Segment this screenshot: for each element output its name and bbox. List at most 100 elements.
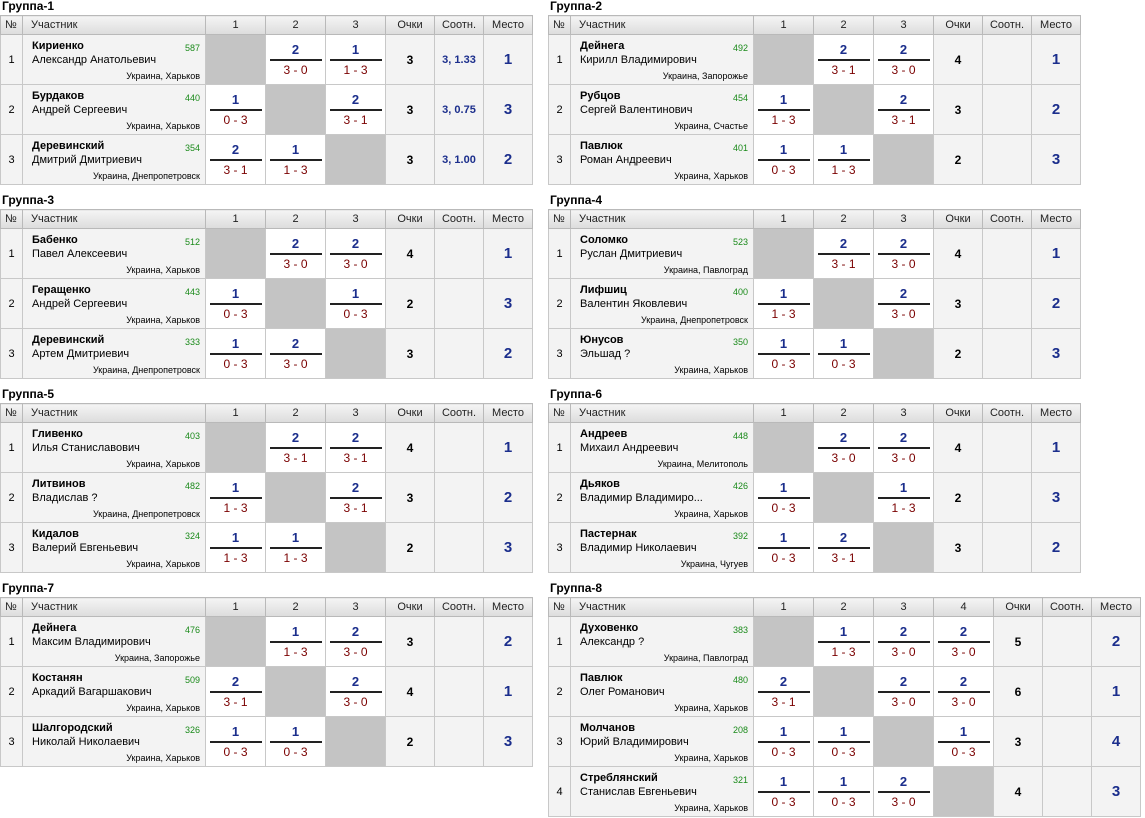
participant-cell: Бурдаков Андрей Сергеевич 440 Украина, Харь… <box>22 84 206 135</box>
points-cell: 2 <box>933 134 983 185</box>
participant-cell: Деревинский Артем Дмитриевич 333 Украина, Д… <box>22 328 206 379</box>
player-surname[interactable]: Юнусов <box>580 334 624 346</box>
player-surname[interactable]: Павлюк <box>580 672 623 684</box>
points-cell: 3 <box>933 278 983 329</box>
player-surname[interactable]: Дьяков <box>580 478 620 490</box>
match-score: 0 - 3 <box>283 744 308 759</box>
table-row: 3 Деревинский Артем Дмитриевич 333 Украина, … <box>0 328 533 379</box>
player-name: Олег Романович <box>580 686 665 698</box>
ratio-cell: 3, 1.33 <box>434 34 484 85</box>
player-surname[interactable]: Лифшиц <box>580 284 627 296</box>
player-surname[interactable]: Духовенко <box>580 622 639 634</box>
player-surname[interactable]: Соломко <box>580 234 629 246</box>
match-score: 3 - 0 <box>891 450 916 465</box>
player-name: Кирилл Владимирович <box>580 54 697 66</box>
match-points: 2 <box>899 429 908 445</box>
match-points: 1 <box>351 285 360 301</box>
player-surname[interactable]: Дейнега <box>580 40 625 52</box>
player-surname[interactable]: Геращенко <box>32 284 91 296</box>
self-cell <box>325 328 386 379</box>
player-name: Владимир Николаевич <box>580 542 697 554</box>
table-row: 3 Павлюк Роман Андреевич 401 Украина, Харько… <box>548 134 1081 185</box>
match-score: 0 - 3 <box>343 306 368 321</box>
result-divider <box>817 58 870 61</box>
player-surname[interactable]: Андреев <box>580 428 628 440</box>
match-points: 1 <box>291 623 300 639</box>
player-number: 2 <box>0 666 23 717</box>
place-cell: 2 <box>483 328 533 379</box>
match-points: 1 <box>779 285 788 301</box>
player-surname[interactable]: Костанян <box>32 672 83 684</box>
player-rating: 321 <box>732 775 748 785</box>
match-score: 1 - 3 <box>283 550 308 565</box>
place-cell: 2 <box>1031 84 1081 135</box>
player-surname[interactable]: Гливенко <box>32 428 83 440</box>
match-points: 1 <box>839 335 848 351</box>
match-points: 1 <box>779 141 788 157</box>
self-cell <box>325 134 386 185</box>
player-name: Юрий Владимирович <box>580 736 689 748</box>
result-divider <box>757 790 810 793</box>
self-cell <box>205 34 266 85</box>
result-divider <box>209 546 262 549</box>
player-surname[interactable]: Дейнега <box>32 622 77 634</box>
player-surname[interactable]: Павлюк <box>580 140 623 152</box>
result-divider <box>817 640 870 643</box>
table-row: 2 Бурдаков Андрей Сергеевич 440 Украина, Хар… <box>0 84 533 135</box>
match-result: 2 3 - 0 <box>933 666 994 717</box>
player-surname[interactable]: Деревинский <box>32 140 105 152</box>
match-score: 3 - 0 <box>891 306 916 321</box>
player-surname[interactable]: Стреблянский <box>580 772 658 784</box>
match-result: 1 1 - 3 <box>205 472 266 523</box>
self-cell <box>753 422 814 473</box>
player-surname[interactable]: Молчанов <box>580 722 635 734</box>
participant-cell: Костанян Аркадий Вагаршакович 509 Украина, … <box>22 666 206 717</box>
match-result: 2 3 - 1 <box>205 134 266 185</box>
place-cell: 2 <box>1031 278 1081 329</box>
match-points: 2 <box>351 429 360 445</box>
player-surname[interactable]: Бурдаков <box>32 90 85 102</box>
points-cell: 3 <box>993 716 1043 767</box>
match-points: 1 <box>779 529 788 545</box>
match-result: 2 3 - 0 <box>873 766 934 817</box>
points-cell: 3 <box>385 34 435 85</box>
player-number: 3 <box>0 716 23 767</box>
player-surname[interactable]: Шалгородский <box>32 722 113 734</box>
match-points: 2 <box>351 479 360 495</box>
match-score: 3 - 0 <box>343 644 368 659</box>
match-result: 2 3 - 0 <box>873 34 934 85</box>
table-row: 2 Геращенко Андрей Сергеевич 443 Украина, Ха… <box>0 278 533 329</box>
participant-cell: Павлюк Олег Романович 480 Украина, Харьков <box>570 666 754 717</box>
table-row: 1 Андреев Михаил Андреевич 448 Украина, Мели… <box>548 422 1081 473</box>
match-points: 1 <box>231 529 240 545</box>
header-opponent: 2 <box>265 15 326 35</box>
player-surname[interactable]: Литвинов <box>32 478 86 490</box>
header-points: Очки <box>385 403 435 423</box>
table-row: 4 Стреблянский Станислав Евгеньевич 321 Укра… <box>548 766 1141 817</box>
result-divider <box>817 158 870 161</box>
player-city: Украина, Днепропетровск <box>92 171 200 181</box>
player-surname[interactable]: Пастернак <box>580 528 637 540</box>
match-result: 2 3 - 0 <box>873 616 934 667</box>
match-result: 2 3 - 0 <box>873 228 934 279</box>
player-surname[interactable]: Рубцов <box>580 90 621 102</box>
participant-cell: Молчанов Юрий Владимирович 208 Украина, Хар… <box>570 716 754 767</box>
match-result: 2 3 - 0 <box>813 422 874 473</box>
match-result: 1 1 - 3 <box>265 616 326 667</box>
player-surname[interactable]: Кидалов <box>32 528 79 540</box>
points-cell: 3 <box>385 84 435 135</box>
match-points: 1 <box>899 479 908 495</box>
place-cell: 3 <box>1031 472 1081 523</box>
header-opponent: 1 <box>205 403 266 423</box>
player-surname[interactable]: Бабенко <box>32 234 78 246</box>
match-result: 1 0 - 3 <box>813 716 874 767</box>
match-points: 2 <box>959 673 968 689</box>
player-name: Александр Анатольевич <box>32 54 157 66</box>
player-surname[interactable]: Кириенко <box>32 40 84 52</box>
points-cell: 3 <box>385 328 435 379</box>
match-result: 1 0 - 3 <box>753 328 814 379</box>
player-surname[interactable]: Деревинский <box>32 334 105 346</box>
participant-cell: Соломко Руслан Дмитриевич 523 Украина, Павл… <box>570 228 754 279</box>
participant-cell: Шалгородский Николай Николаевич 326 Украина… <box>22 716 206 767</box>
points-cell: 2 <box>933 472 983 523</box>
